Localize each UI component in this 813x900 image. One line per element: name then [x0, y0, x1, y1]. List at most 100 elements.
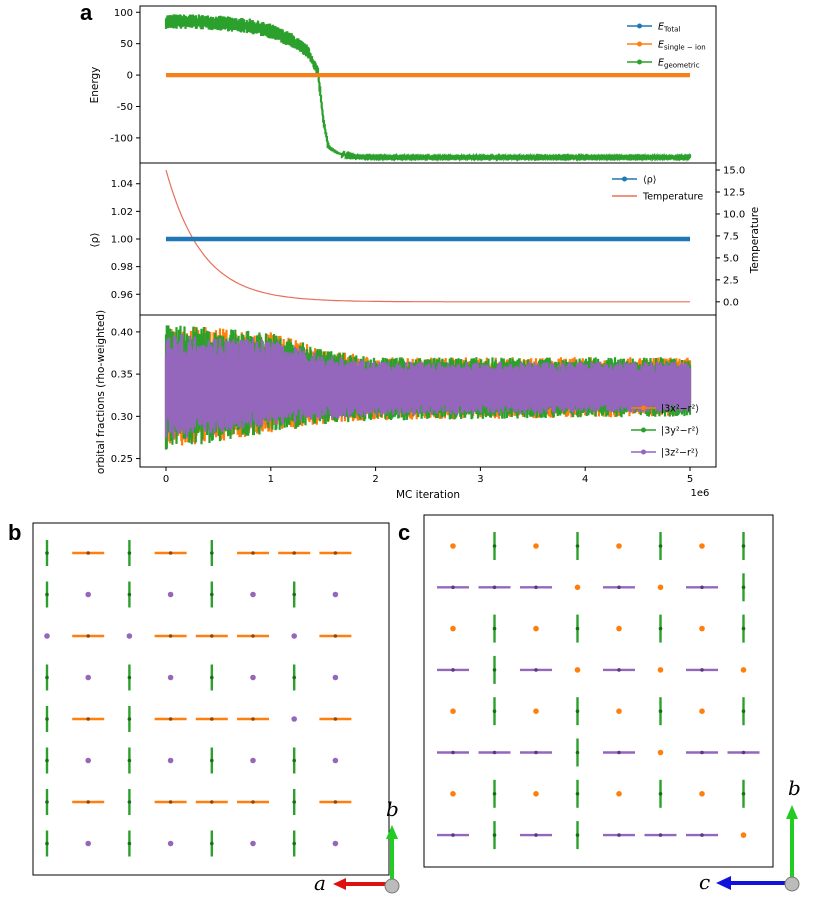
lattice-c-site-center — [575, 626, 580, 631]
lattice-c-site-center — [451, 668, 455, 672]
energy-legend-label: ETotal — [658, 22, 680, 34]
orbitals-legend-label: |3y²−r²⟩ — [661, 426, 699, 437]
orbitals-yticks: 0.40 0.35 0.30 0.25 — [111, 327, 140, 465]
lattice-c-site-center — [575, 792, 580, 796]
c-axis-arrowhead — [716, 876, 731, 890]
energy-ylabel: Energy — [89, 67, 101, 104]
rho-series — [165, 169, 690, 303]
xtick-label: 2 — [372, 474, 378, 485]
energy-legend-label: Esingle − ion — [658, 40, 706, 52]
orbitals-xticks: 0 1 2 3 4 5 — [163, 467, 693, 485]
orbitals-subplot: 0.40 0.35 0.30 0.25 0 1 2 3 4 5 orbital fraction… — [95, 310, 717, 501]
legend-marker — [641, 405, 646, 411]
temperature-ytick-label: 7.5 — [723, 231, 739, 242]
b-axis-label-c: b — [788, 776, 801, 800]
lattice-b-site-center — [86, 717, 90, 721]
lattice-c-site-center — [451, 750, 455, 755]
energy-ytick-label: -50 — [117, 102, 133, 113]
energy-legend-label: Egeometric — [658, 58, 700, 70]
lattice-c-site-dot — [616, 708, 622, 714]
lattice-b-site-center — [168, 634, 173, 638]
lattice-b-site-dot — [332, 840, 339, 847]
energy-ytick-label: -100 — [110, 133, 133, 144]
lattice-b-site-center — [86, 800, 90, 804]
rho-ytick-label: 0.98 — [111, 262, 133, 273]
lattice-c-site-center — [534, 750, 538, 755]
rho-legend-label: ⟨ρ⟩ — [643, 175, 656, 186]
lattice-c-site-dot — [657, 667, 664, 673]
lattice-c-site-dot — [740, 832, 747, 838]
orbitals-ytick-label: 0.30 — [111, 412, 133, 423]
lattice-c-site-dot — [740, 667, 747, 673]
lattice-c-site-center — [575, 544, 580, 548]
lattice-b-site-center — [45, 800, 49, 804]
lattice-b-site-dot — [167, 757, 174, 764]
xtick-label: 1 — [268, 474, 274, 485]
orbitals-ytick-label: 0.35 — [111, 370, 133, 381]
lattice-c-site-center — [658, 626, 663, 631]
lattice-b-site-dot — [332, 591, 339, 598]
lattice-c-site-dot — [574, 584, 581, 591]
xtick-label: 3 — [477, 474, 483, 485]
lattice-b-site-dot — [44, 633, 50, 639]
a-axis-arrowhead — [333, 878, 346, 890]
lattice-c-site-center — [534, 668, 538, 672]
xtick-label: 5 — [687, 474, 693, 485]
rho-ylabel: ⟨ρ⟩ — [89, 233, 101, 248]
lattice-c-site-center — [658, 544, 663, 548]
lattice-c-sites — [437, 532, 760, 850]
lattice-b-site-center — [210, 592, 214, 597]
lattice-c-site-center — [492, 750, 497, 755]
lattice-b-site-center — [333, 717, 338, 721]
lattice-c-site-center — [451, 585, 455, 590]
b-axis-label: b — [386, 797, 399, 821]
lattice-c-site-center — [700, 668, 704, 672]
lattice-b-site-center — [333, 551, 338, 555]
legend-marker — [622, 176, 627, 182]
lattice-c-site-dot — [533, 625, 539, 632]
temperature-line — [165, 169, 690, 303]
lattice-b-site-center — [251, 551, 255, 555]
lattice-c-site-dot — [533, 708, 539, 714]
orbitals-legend: |3x²−r²⟩ |3y²−r²⟩ |3z²−r²⟩ — [631, 404, 699, 459]
lattice-b-site-center — [127, 841, 132, 846]
lattice-b-panel: a b — [32, 522, 400, 895]
temperature-ytick-label: 10.0 — [723, 209, 745, 220]
lattice-c-site-center — [617, 750, 621, 755]
lattice-b-site-dot — [85, 757, 91, 764]
origin-sphere-c — [784, 876, 800, 892]
lattice-c-site-center — [492, 626, 497, 631]
energy-yticks: 100 50 0 -50 -100 — [110, 8, 140, 144]
lattice-b-site-center — [86, 634, 90, 638]
lattice-c-site-center — [492, 792, 497, 796]
panel-label-b: b — [8, 520, 21, 545]
rho-legend: ⟨ρ⟩ Temperature — [612, 175, 703, 203]
lattice-c-site-center — [451, 833, 455, 837]
lattice-b-site-center — [86, 551, 90, 555]
lattice-b-site-center — [210, 841, 214, 846]
lattice-b-sites — [44, 540, 352, 857]
xtick-label: 0 — [163, 474, 169, 485]
energy-subplot: 100 50 0 -50 -100 Energy ETotal Esingle − ion… — [89, 5, 717, 164]
lattice-c-site-center — [658, 792, 663, 796]
lattice-b-site-center — [292, 800, 297, 804]
lattice-c-site-center — [617, 668, 621, 672]
legend-marker — [637, 59, 642, 65]
temperature-ytick-label: 5.0 — [723, 253, 739, 264]
lattice-b-site-center — [210, 634, 214, 638]
lattice-c-site-dot — [616, 625, 622, 632]
lattice-b-site-center — [210, 800, 214, 804]
lattice-c-site-center — [575, 750, 580, 755]
lattice-b-site-center — [45, 551, 49, 555]
lattice-b-site-center — [210, 675, 214, 680]
lattice-c-site-dot — [616, 543, 622, 549]
b-axis-arrowhead-c — [786, 805, 798, 819]
rho-subplot: 1.04 1.02 1.00 0.98 0.96 15.0 12.5 10.0 7.5 5.0 2… — [89, 162, 761, 316]
lattice-c-frame — [423, 514, 774, 868]
temperature-yticks: 15.0 12.5 10.0 7.5 5.0 2.5 0.0 — [716, 166, 745, 308]
lattice-b-site-center — [292, 841, 297, 846]
lattice-c-site-center — [658, 709, 663, 713]
orbitals-series — [164, 325, 692, 450]
lattice-c-site-dot — [533, 791, 539, 797]
rho-ytick-label: 0.96 — [111, 290, 133, 301]
